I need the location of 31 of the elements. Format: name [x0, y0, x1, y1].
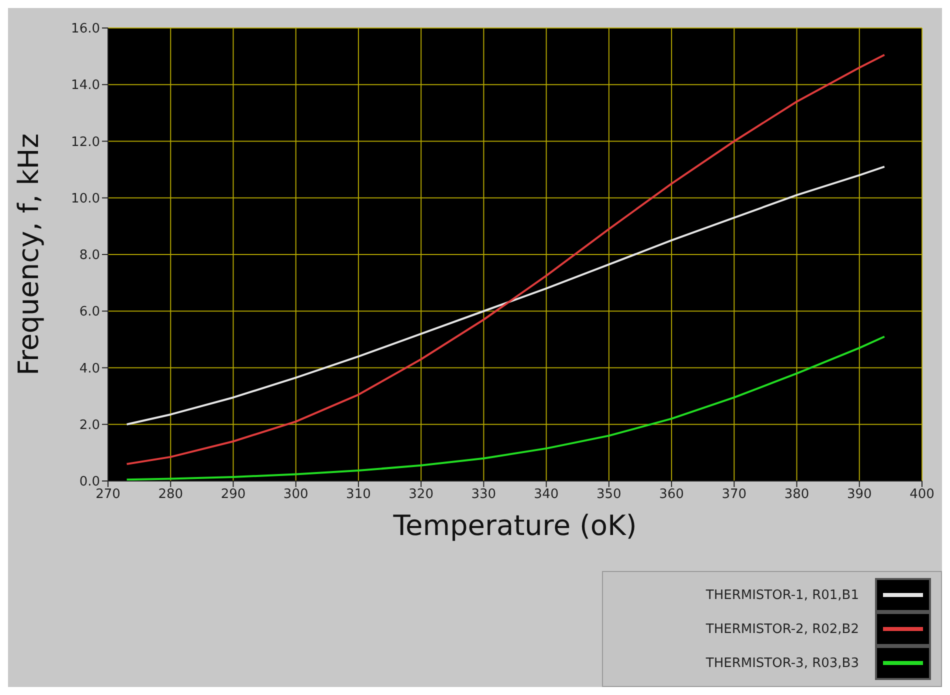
- legend-label: THERMISTOR-2, R02,B2: [706, 622, 859, 636]
- x-tick-label: 340: [534, 487, 559, 502]
- x-tick-label: 320: [408, 487, 434, 502]
- x-tick-label: 360: [659, 487, 684, 502]
- x-tick-label: 400: [910, 487, 934, 502]
- y-tick-label: 14.0: [71, 78, 100, 94]
- y-tick-label: 4.0: [79, 361, 100, 376]
- y-tick-label: 8.0: [79, 248, 100, 264]
- x-tick-label: 370: [722, 487, 747, 502]
- x-axis-title: Temperature (oK): [392, 508, 637, 542]
- y-tick-label: 12.0: [71, 134, 100, 150]
- x-tick-label: 330: [471, 487, 496, 502]
- x-tick-label: 280: [158, 487, 184, 502]
- line-series: [126, 336, 886, 481]
- line-series: [126, 166, 886, 426]
- x-tick-label: 310: [346, 487, 371, 502]
- legend-label: THERMISTOR-3, R03,B3: [706, 656, 859, 670]
- y-tick-label: 0.0: [79, 474, 100, 490]
- line-series: [126, 54, 886, 466]
- y-tick-label: 2.0: [79, 418, 100, 433]
- y-tick-label: 6.0: [79, 304, 100, 320]
- x-tick-label: 290: [220, 487, 246, 502]
- x-tick-label: 390: [846, 487, 872, 502]
- x-tick-label: 300: [283, 487, 308, 502]
- y-axis-title: Frequency, f, kHz: [12, 133, 45, 376]
- x-tick-label: 350: [596, 487, 622, 502]
- x-tick-label: 380: [784, 487, 810, 502]
- y-tick-label: 10.0: [71, 191, 100, 206]
- y-tick-label: 16.0: [71, 22, 100, 37]
- x-tick-label: 270: [96, 487, 120, 502]
- legend-label: THERMISTOR-1, R01,B1: [706, 588, 859, 602]
